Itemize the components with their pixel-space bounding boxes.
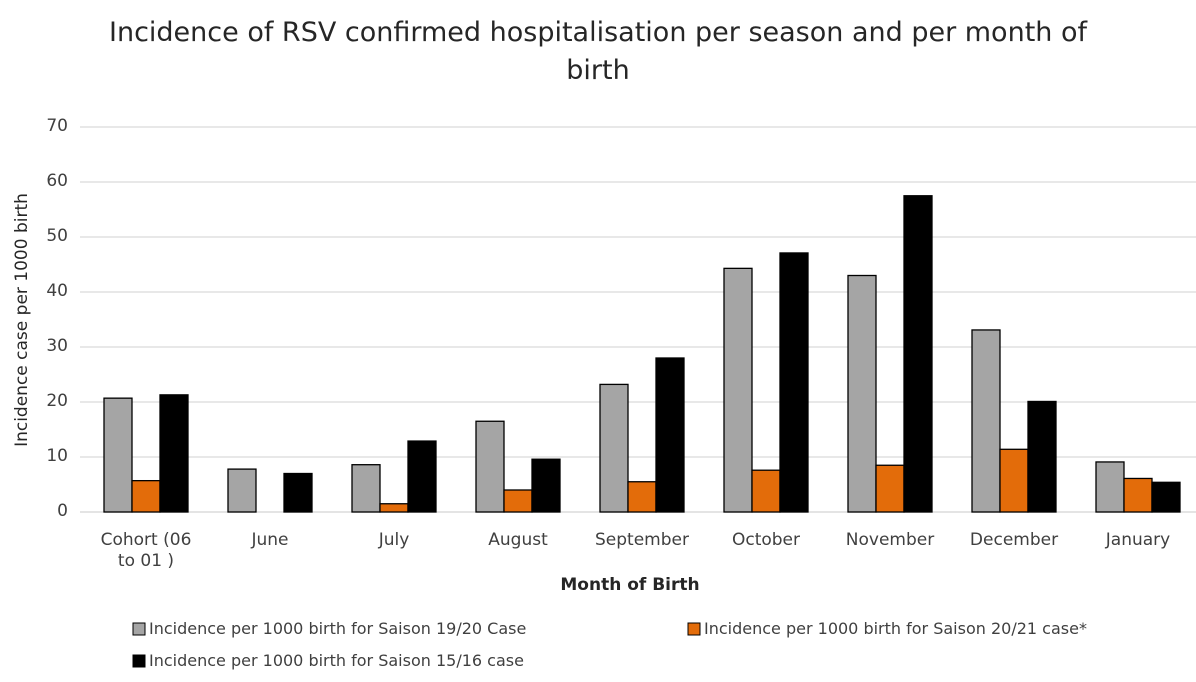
bar [131, 479, 161, 513]
bar [847, 274, 877, 513]
x-tick-label: October [731, 530, 801, 550]
bar [723, 267, 753, 513]
y-tick-label: 60 [46, 171, 68, 191]
bar [971, 329, 1001, 513]
bar [1027, 400, 1057, 513]
y-tick-label: 20 [46, 391, 68, 411]
bar [227, 468, 257, 513]
bar [627, 481, 657, 513]
bar [999, 448, 1029, 513]
legend-swatch [132, 654, 146, 668]
bar [1151, 481, 1181, 513]
y-tick-label: 50 [46, 226, 68, 246]
y-tick-label: 70 [46, 116, 68, 136]
y-tick-label: 10 [46, 446, 68, 466]
bar [503, 489, 533, 513]
bar [159, 394, 189, 513]
legend-swatch [687, 622, 701, 636]
legend-label: Incidence per 1000 birth for Saison 15/1… [149, 651, 524, 670]
bar [475, 420, 505, 513]
x-tick-label: November [845, 530, 935, 550]
bar [351, 464, 381, 513]
y-tick-label: 40 [46, 281, 68, 301]
x-tick-label: December [969, 530, 1059, 550]
y-tick-label: 0 [57, 501, 68, 521]
bar [531, 458, 561, 513]
bar [751, 469, 781, 513]
legend-swatch [132, 622, 146, 636]
x-tick-label: July [378, 530, 410, 550]
x-tick-label: June [251, 530, 289, 550]
legend-label: Incidence per 1000 birth for Saison 19/2… [149, 619, 527, 638]
y-tick-label: 30 [46, 336, 68, 356]
bar [875, 464, 905, 513]
bar [1123, 477, 1153, 513]
bar [1095, 461, 1125, 513]
bar [779, 252, 809, 513]
x-tick-label: Cohort (06 to 01 ) [100, 530, 192, 571]
x-tick-label: January [1105, 530, 1171, 550]
x-tick-label: September [595, 530, 689, 550]
bar [283, 472, 313, 513]
chart-title: Incidence of RSV confirmed hospitalisati… [109, 17, 1087, 86]
bar [903, 195, 933, 513]
x-axis-label: Month of Birth [560, 575, 700, 595]
bar [599, 383, 629, 513]
bar [379, 503, 409, 513]
bar [103, 397, 133, 513]
bar [655, 357, 685, 513]
legend-label: Incidence per 1000 birth for Saison 20/2… [704, 619, 1087, 638]
x-tick-label: August [488, 530, 548, 550]
bar [407, 440, 437, 513]
